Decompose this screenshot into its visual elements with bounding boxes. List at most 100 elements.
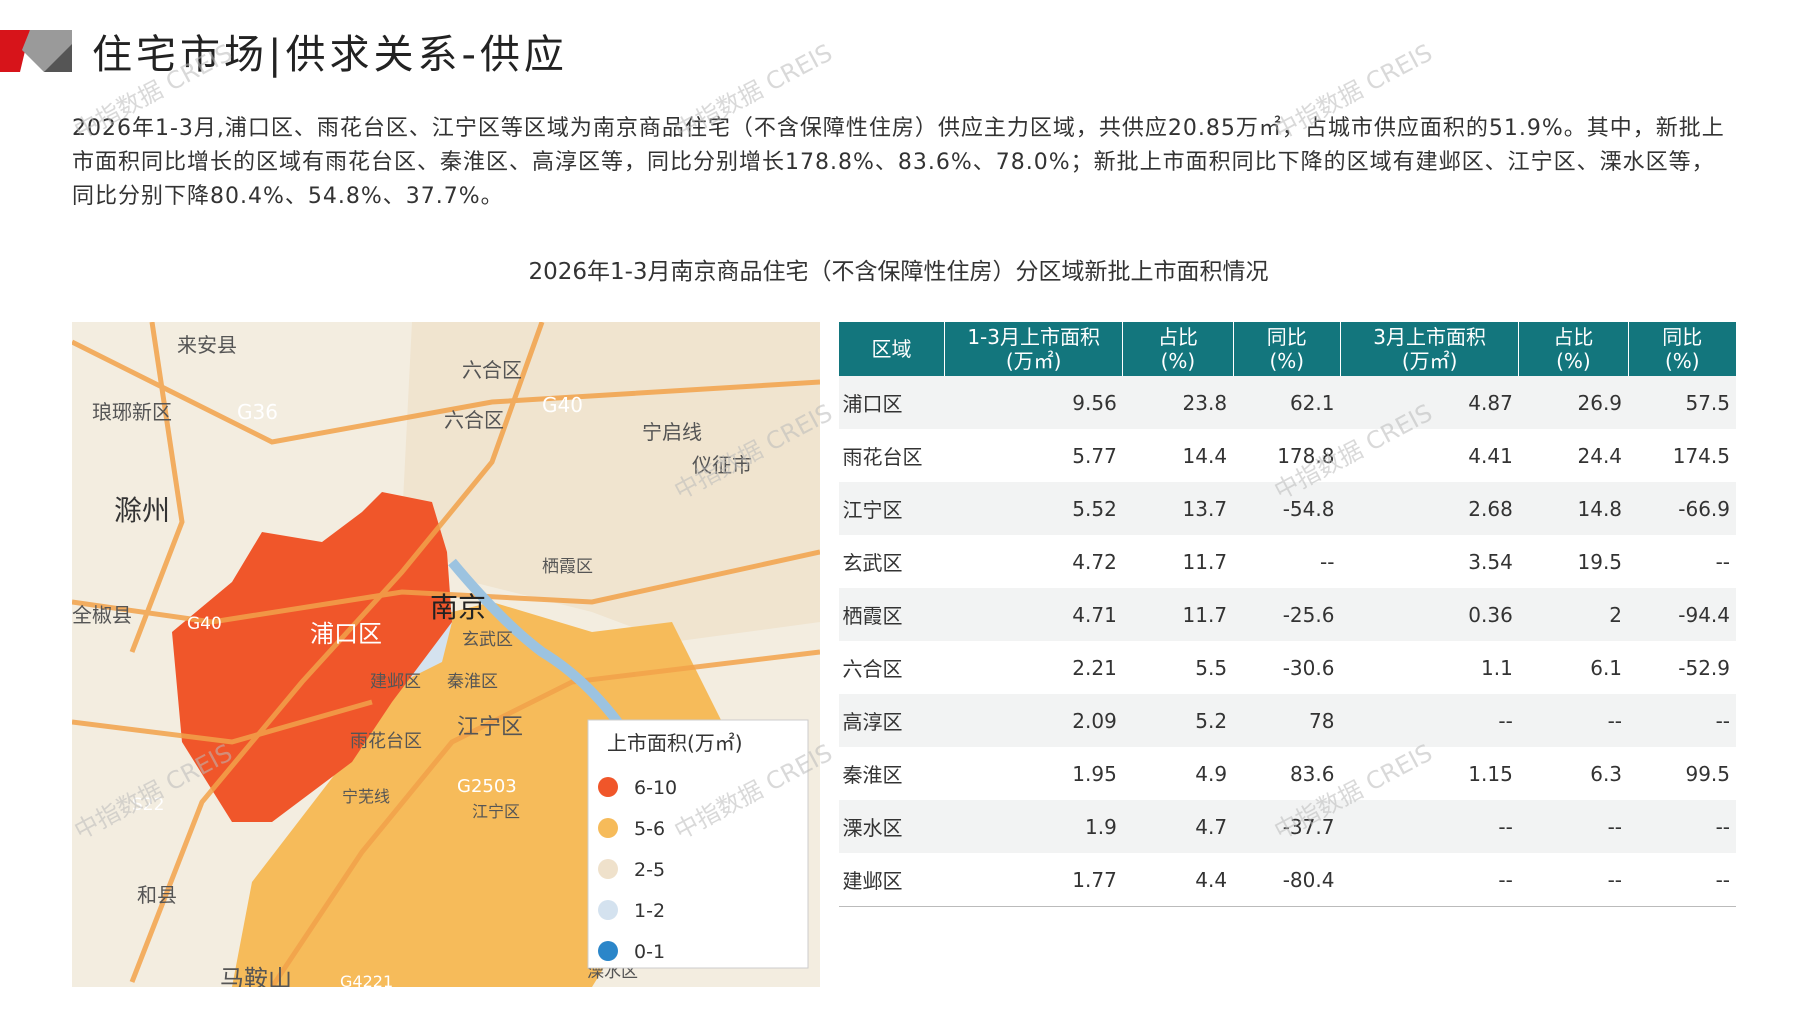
table-cell: 14.4 <box>1182 443 1228 468</box>
table-cell: 13.7 <box>1122 482 1234 535</box>
map-labels: 来安县 六合区 六合区 琅琊新区 G36 G40 宁启线 仪征市 滁州 栖霞区 … <box>72 333 752 987</box>
table-cell: 4.41 <box>1468 443 1513 468</box>
table-cell: 秦淮区 <box>842 763 903 787</box>
table-cell: 99.5 <box>1685 761 1730 786</box>
header-cell: 占比 (%) <box>1122 322 1234 376</box>
page-title: 住宅市场|供求关系-供应 <box>92 32 568 78</box>
table-row: 雨花台区 5.77 14.4 178.8 4.41 24.4 174.5 <box>839 429 1737 482</box>
table-cell: 14.8 <box>1518 482 1629 535</box>
table-cell: 57.5 <box>1628 376 1736 429</box>
table-cell: 6.1 <box>1590 655 1623 680</box>
table-row: 秦淮区 1.95 4.9 83.6 1.15 6.3 99.5 <box>839 747 1737 800</box>
table-cell: -- <box>1340 853 1519 907</box>
map-label: G40 <box>542 393 583 417</box>
table-cell: 栖霞区 <box>838 588 945 641</box>
table-cell: 24.4 <box>1577 443 1623 468</box>
table-cell: 5.52 <box>944 482 1123 535</box>
map-label: 秦淮区 <box>447 672 498 692</box>
map-label: 六合区 <box>462 358 522 382</box>
map-label: 六合区 <box>444 408 504 432</box>
table-cell: -80.4 <box>1233 853 1341 907</box>
legend-swatch <box>598 818 618 838</box>
legend-swatch <box>598 859 618 879</box>
table-cell: 4.7 <box>1122 800 1234 853</box>
map-label: 滁州 <box>114 494 170 527</box>
table-cell: -- <box>1518 800 1629 853</box>
legend-swatch <box>598 777 618 797</box>
table-cell: 2.21 <box>1072 655 1117 680</box>
table-cell: 4.71 <box>944 588 1123 641</box>
header-mark <box>0 30 72 72</box>
table-cell: 174.5 <box>1672 443 1730 468</box>
table-cell: 6.3 <box>1590 761 1623 786</box>
map-label: G4221 <box>340 972 393 987</box>
table-row: 六合区 2.21 5.5 -30.6 1.1 6.1 -52.9 <box>839 641 1737 694</box>
table-cell: -- <box>1320 549 1335 574</box>
table-cell: 溧水区 <box>838 800 945 853</box>
table-cell: 4.4 <box>1122 853 1234 907</box>
header-cell: 3月上市面积 (万㎡) <box>1339 322 1519 376</box>
map-label: 马鞍山 <box>220 965 292 987</box>
table-cell: 4.72 <box>1072 549 1117 574</box>
table-cell: 1.95 <box>1072 761 1117 786</box>
table-cell: -- <box>1628 800 1736 853</box>
map-label: S22 <box>132 795 164 815</box>
table-row: 浦口区 9.56 23.8 62.1 4.87 26.9 57.5 <box>838 376 1736 429</box>
legend-label: 6-10 <box>634 777 677 799</box>
table-cell: 9.56 <box>944 376 1123 429</box>
table-cell: -37.7 <box>1233 800 1341 853</box>
map-label: 宁启线 <box>642 420 702 444</box>
table-cell: 雨花台区 <box>842 445 923 469</box>
table-cell: 11.7 <box>1182 549 1228 574</box>
table-title: 2026年1-3月南京商品住宅（不含保障性住房）分区域新批上市面积情况 <box>528 259 1269 285</box>
table-cell: 1.77 <box>944 853 1123 907</box>
map-label: 全椒县 <box>72 603 132 627</box>
table-cell: 2.68 <box>1340 482 1519 535</box>
table-cell: 1.9 <box>944 800 1123 853</box>
table-cell: -- <box>1340 694 1519 747</box>
table-cell: 178.8 <box>1277 443 1335 468</box>
legend-swatch <box>598 941 618 961</box>
table-cell: 4.87 <box>1340 376 1519 429</box>
table-cell: 高淳区 <box>838 694 945 747</box>
header-cell: 同比 (%) <box>1232 322 1341 376</box>
table-cell: 5.2 <box>1122 694 1234 747</box>
table-cell: 0.36 <box>1340 588 1519 641</box>
table-cell: -52.9 <box>1678 655 1730 680</box>
table-cell: 83.6 <box>1289 761 1335 786</box>
table-cell: 浦口区 <box>838 376 945 429</box>
table-cell: 江宁区 <box>838 482 945 535</box>
map-label: 琅琊新区 <box>92 400 172 424</box>
header-row: 区域 1-3月上市面积 (万㎡) 占比 (%) 同比 (%) 3月上市面积 (万㎡) 占比… <box>838 322 1736 376</box>
table-cell: 2 <box>1518 588 1629 641</box>
table-row: 玄武区 4.72 11.7 -- 3.54 19.5 -- <box>839 535 1737 588</box>
table-cell: 5.5 <box>1195 655 1228 680</box>
table-cell: -- <box>1518 694 1629 747</box>
header-cell: 占比 (%) <box>1518 322 1629 376</box>
summary-text: 2026年1-3月,浦口区、雨花台区、江宁区等区域为南京商品住宅（不含保障性住房… <box>72 116 1725 209</box>
table-cell: 1.15 <box>1468 761 1513 786</box>
table-cell: -- <box>1340 800 1519 853</box>
table-cell: 26.9 <box>1518 376 1629 429</box>
table-cell: -- <box>1518 853 1629 907</box>
table-cell: -66.9 <box>1628 482 1736 535</box>
table-row: 高淳区 2.09 5.2 78 -- -- -- <box>838 694 1736 747</box>
map-label: 和县 <box>137 883 177 907</box>
map-label: 南京 <box>430 591 486 624</box>
map-label: 栖霞区 <box>542 557 593 577</box>
table-cell: 2.09 <box>944 694 1123 747</box>
map-label: 浦口区 <box>310 620 382 648</box>
map-label: 雨花台区 <box>350 731 422 752</box>
table-row: 栖霞区 4.71 11.7 -25.6 0.36 2 -94.4 <box>838 588 1736 641</box>
map-label: 玄武区 <box>462 630 513 650</box>
map-label: 江宁区 <box>457 715 523 740</box>
header-cell: 1-3月上市面积 (万㎡) <box>943 322 1123 376</box>
table-cell: -- <box>1715 549 1730 574</box>
legend-swatch <box>598 900 618 920</box>
table-row: 建邺区 1.77 4.4 -80.4 -- -- -- <box>838 853 1736 907</box>
header-cell: 区域 <box>838 322 945 376</box>
table-cell: -25.6 <box>1233 588 1341 641</box>
data-table: 区域 1-3月上市面积 (万㎡) 占比 (%) 同比 (%) 3月上市面积 (万㎡) 占比… <box>838 322 1736 907</box>
table-cell: -94.4 <box>1628 588 1736 641</box>
